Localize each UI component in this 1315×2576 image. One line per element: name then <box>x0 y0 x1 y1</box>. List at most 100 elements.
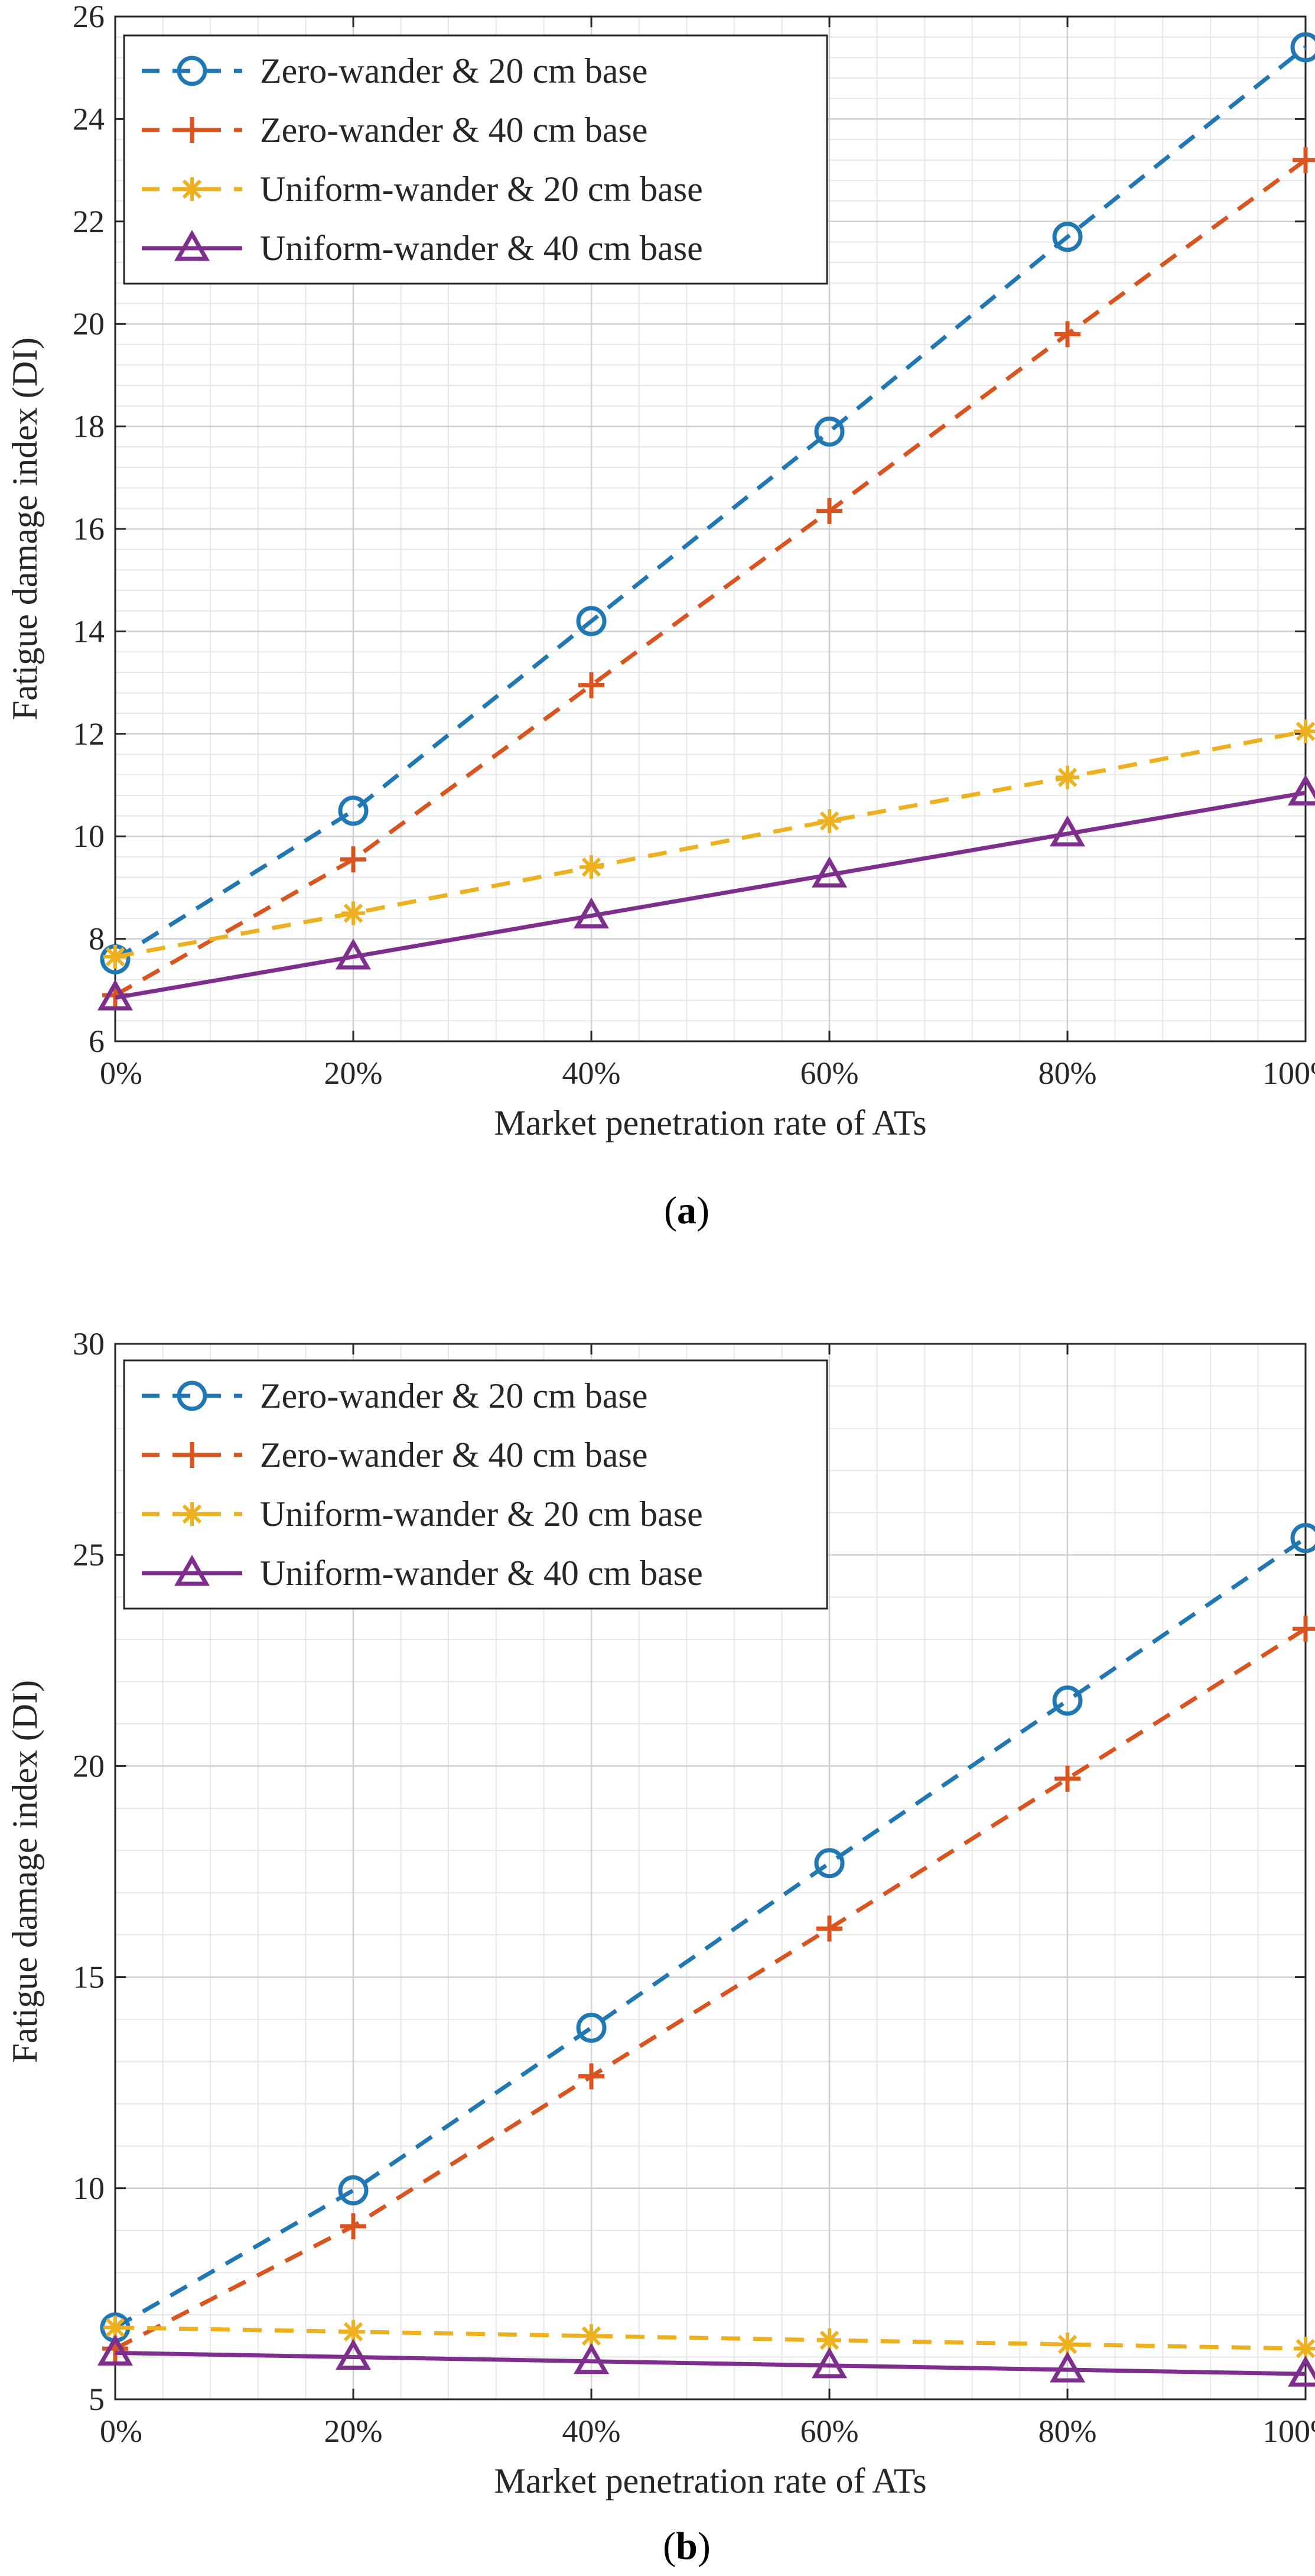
legend-box <box>123 34 828 285</box>
x-tick-label: 80% <box>1039 2413 1097 2449</box>
legend-marker <box>179 117 205 143</box>
series-line <box>115 791 1306 1000</box>
x-axis-label: Market penetration rate of ATs <box>494 1103 926 1142</box>
data-point <box>814 1848 845 1879</box>
y-tick-label: 12 <box>73 716 105 752</box>
y-tick-label: 14 <box>73 613 105 649</box>
data-point <box>816 1915 842 1942</box>
data-point <box>338 795 369 826</box>
series-2 <box>102 1616 1315 2362</box>
series-line <box>114 46 1307 961</box>
legend: Zero-wander & 20 cm base Zero-wander & 40… <box>123 34 828 285</box>
panel-label: (a) <box>664 1189 709 1232</box>
series-line <box>115 2325 1306 2351</box>
x-axis: 0% 20% 40% 60% 80% 100% <box>100 17 1315 1091</box>
x-tick-label: 40% <box>562 1055 621 1091</box>
series-line <box>114 1536 1307 2330</box>
x-tick-label: 80% <box>1039 1055 1097 1091</box>
legend-label: Uniform-wander & 20 cm base <box>260 170 703 209</box>
legend-marker <box>177 56 207 86</box>
data-point <box>340 846 366 873</box>
data-point <box>1294 2337 1315 2361</box>
y-tick-label: 26 <box>73 0 105 34</box>
chart-panel-b: 5 10 15 20 25 30 0% 20% 40% 60% 80% 100% Market pene… <box>5 1326 1315 2568</box>
data-point <box>580 855 603 879</box>
x-tick-label: 20% <box>324 1055 383 1091</box>
y-tick-label: 10 <box>73 2171 105 2206</box>
legend-marker <box>174 1554 210 1586</box>
data-point <box>1293 147 1315 173</box>
data-point <box>816 498 842 524</box>
y-tick-label: 24 <box>73 101 105 137</box>
data-point <box>335 2338 372 2370</box>
data-point <box>1290 32 1315 63</box>
series-1 <box>100 1523 1315 2343</box>
x-tick-label: 40% <box>562 2413 621 2449</box>
series-4 <box>97 774 1315 1011</box>
y-tick-label: 16 <box>73 511 105 547</box>
y-tick-label: 6 <box>89 1024 105 1059</box>
y-tick-label: 10 <box>73 818 105 854</box>
series-1 <box>100 32 1315 974</box>
y-axis: 6 8 10 12 14 16 18 20 22 24 26 <box>73 0 1306 1059</box>
data-point <box>818 2328 841 2352</box>
y-tick-label: 25 <box>73 1537 105 1573</box>
legend-label: Zero-wander & 20 cm base <box>260 51 647 90</box>
data-point <box>576 2012 607 2043</box>
data-point <box>1294 719 1315 743</box>
data-point <box>1054 1765 1080 1792</box>
data-point <box>335 938 372 970</box>
data-point <box>1054 321 1080 347</box>
y-tick-label: 15 <box>73 1960 105 1995</box>
data-point <box>573 2343 610 2374</box>
legend-marker <box>180 177 204 201</box>
data-point <box>811 856 848 888</box>
data-point <box>818 809 841 833</box>
y-axis-label: Fatigue damage index (DI) <box>5 337 44 720</box>
data-point <box>814 416 845 447</box>
legend-marker <box>179 1442 205 1468</box>
data-point <box>340 2213 366 2240</box>
legend-marker <box>180 1502 204 1526</box>
y-tick-label: 5 <box>89 2382 105 2417</box>
legend: Zero-wander & 20 cm base Zero-wander & 40… <box>123 1359 828 1610</box>
x-axis-label: Market penetration rate of ATs <box>494 2461 926 2500</box>
data-point <box>103 944 127 969</box>
data-point <box>578 672 604 699</box>
x-tick-label: 60% <box>800 2413 859 2449</box>
y-tick-label: 20 <box>73 1748 105 1784</box>
plot-frame <box>114 1343 1307 2400</box>
data-point <box>578 2063 604 2090</box>
legend-label: Uniform-wander & 40 cm base <box>260 1554 703 1593</box>
data-point <box>1052 1685 1083 1716</box>
data-point <box>103 2315 127 2340</box>
series-line <box>115 2350 1306 2376</box>
data-point <box>580 2324 603 2348</box>
legend-marker <box>174 229 210 261</box>
x-axis: 0% 20% 40% 60% 80% 100% <box>100 1344 1315 2449</box>
data-point <box>1287 2356 1315 2387</box>
y-axis-label: Fatigue damage index (DI) <box>5 1680 44 2063</box>
x-tick-label: 20% <box>324 2413 383 2449</box>
data-point <box>341 901 365 925</box>
legend-box <box>123 1359 828 1610</box>
series-line <box>114 1627 1307 2351</box>
y-tick-label: 8 <box>89 921 105 957</box>
data-point <box>1049 2351 1086 2383</box>
x-tick-label: 100% <box>1262 2413 1315 2449</box>
legend-label: Uniform-wander & 40 cm base <box>260 229 703 268</box>
legend-label: Zero-wander & 40 cm base <box>260 111 647 150</box>
legend-marker <box>177 1380 207 1411</box>
data-point <box>341 2320 365 2344</box>
data-point <box>1293 1616 1315 1642</box>
y-axis: 5 10 15 20 25 30 <box>73 1326 1306 2417</box>
data-point <box>338 2175 369 2205</box>
data-point <box>97 2334 134 2366</box>
legend-label: Zero-wander & 40 cm base <box>260 1435 647 1474</box>
y-tick-label: 18 <box>73 409 105 444</box>
data-point <box>1290 1523 1315 1554</box>
series-2 <box>102 147 1315 1008</box>
data-point <box>1052 222 1083 252</box>
